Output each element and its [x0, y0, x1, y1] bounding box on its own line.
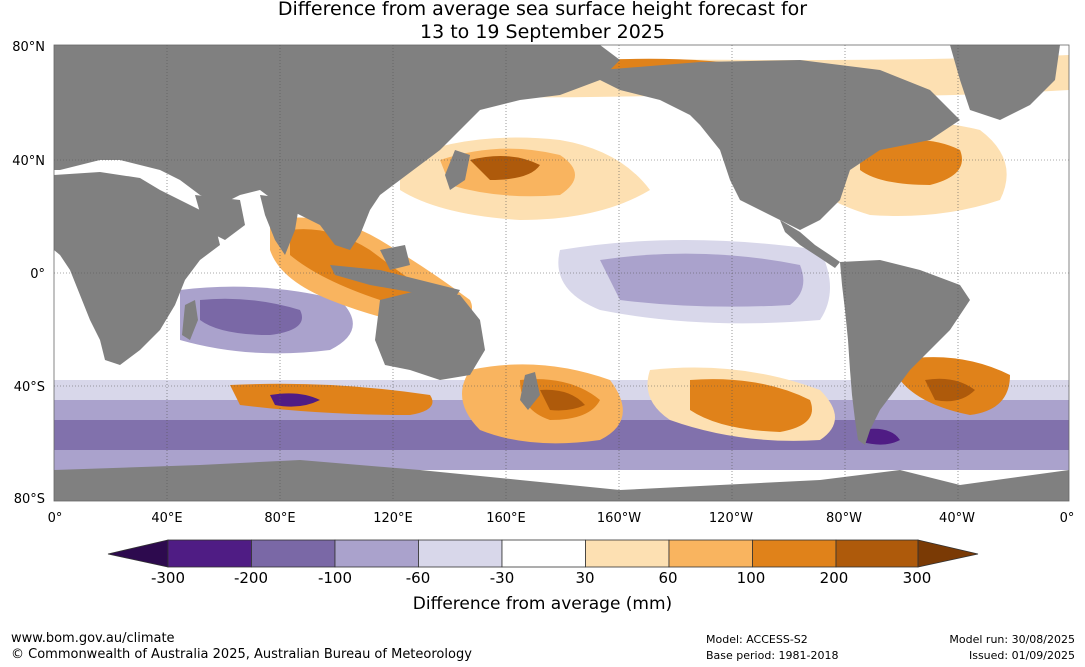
graticule	[54, 45, 1069, 501]
lon-label: 160°W	[597, 511, 641, 526]
footer-issued: Issued: 01/09/2025	[968, 649, 1075, 662]
colorbar-tick: 30	[575, 569, 594, 587]
tasman-pos-max	[540, 389, 585, 411]
colorbar-bin	[585, 539, 670, 568]
africa	[54, 172, 220, 365]
footer-model: Model: ACCESS-S2	[706, 633, 808, 646]
kuroshio-pos-core	[470, 156, 540, 180]
pacific-equatorial-neg	[600, 253, 804, 307]
colorbar-bin	[752, 539, 837, 568]
lon-label: 120°W	[709, 511, 753, 526]
land	[54, 45, 1069, 501]
lat-label: 40°S	[14, 380, 45, 395]
colorbar-bin	[668, 539, 753, 568]
borneo	[380, 245, 410, 270]
lat-label: 80°S	[14, 492, 45, 507]
colorbar-max-arrow	[917, 539, 979, 568]
colorbar-tick: 100	[737, 569, 766, 587]
lon-label: 80°W	[826, 511, 862, 526]
colorbar-bin	[418, 539, 503, 568]
kerguelen-neg-core	[270, 393, 320, 407]
central-america	[780, 220, 840, 268]
indonesia	[330, 265, 460, 298]
lat-label: 40°N	[12, 154, 45, 169]
colorbar-min-arrow	[107, 539, 169, 568]
colorbar-tick: -60	[406, 569, 431, 587]
footer-model-run: Model run: 30/08/2025	[949, 633, 1075, 646]
colorbar-tick-labels: -300 -200 -100 -60 -30 30 60 100 200 300	[151, 569, 931, 587]
greenland	[950, 45, 1060, 120]
drake-neg-core	[860, 428, 900, 445]
antarctica	[54, 460, 1069, 501]
colorbar	[107, 539, 979, 568]
south-atlantic-pos-core	[925, 378, 975, 402]
lon-label: 0°	[1060, 511, 1075, 526]
australia	[375, 290, 485, 380]
colorbar-tick: -200	[234, 569, 268, 587]
japan	[445, 150, 470, 190]
lon-label: 120°E	[373, 511, 413, 526]
lon-label: 160°E	[486, 511, 526, 526]
colorbar-tick: 300	[903, 569, 932, 587]
colorbar-bin	[835, 539, 919, 568]
colorbar-tick: 60	[658, 569, 677, 587]
colorbar-tick: 200	[820, 569, 849, 587]
lon-label: 40°W	[939, 511, 975, 526]
madagascar	[182, 300, 198, 340]
indian-ocean-neg-core	[200, 298, 302, 335]
lat-label: 0°	[30, 267, 45, 282]
colorbar-tick: -100	[318, 569, 352, 587]
new-zealand	[520, 372, 540, 410]
footer-base-period: Base period: 1981-2018	[706, 649, 839, 662]
lat-label: 80°N	[12, 40, 45, 55]
colorbar-title: Difference from average (mm)	[412, 594, 673, 614]
colorbar-bin	[251, 539, 336, 568]
lon-label: 0°	[48, 511, 63, 526]
lon-label: 80°E	[264, 511, 295, 526]
footer-copyright: © Commonwealth of Australia 2025, Austra…	[11, 647, 472, 662]
map-frame	[53, 44, 1070, 502]
map-area	[54, 45, 1069, 501]
eurasia	[54, 45, 620, 250]
latitude-labels: 80°N 40°N 0° 40°S 80°S	[12, 40, 45, 507]
colorbar-bin	[167, 539, 252, 568]
colorbar-bin	[334, 539, 419, 568]
colorbar-bin	[501, 539, 586, 568]
arabia	[195, 195, 245, 240]
lon-label: 40°E	[151, 511, 182, 526]
colorbar-tick: -300	[151, 569, 185, 587]
title-line-1: Difference from average sea surface heig…	[277, 0, 808, 20]
footer-url: www.bom.gov.au/climate	[11, 631, 175, 646]
southern-indian-pos	[230, 383, 433, 415]
title-line-2: 13 to 19 September 2025	[420, 21, 665, 43]
chart-title: Difference from average sea surface heig…	[0, 0, 1085, 44]
south-america	[840, 260, 970, 445]
longitude-labels: 0° 40°E 80°E 120°E 160°E 160°W 120°W 80°…	[48, 511, 1075, 526]
gulf-stream-pos	[860, 140, 962, 185]
colorbar-tick: -30	[490, 569, 515, 587]
north-america	[600, 60, 960, 230]
south-pacific-pos	[690, 379, 812, 432]
